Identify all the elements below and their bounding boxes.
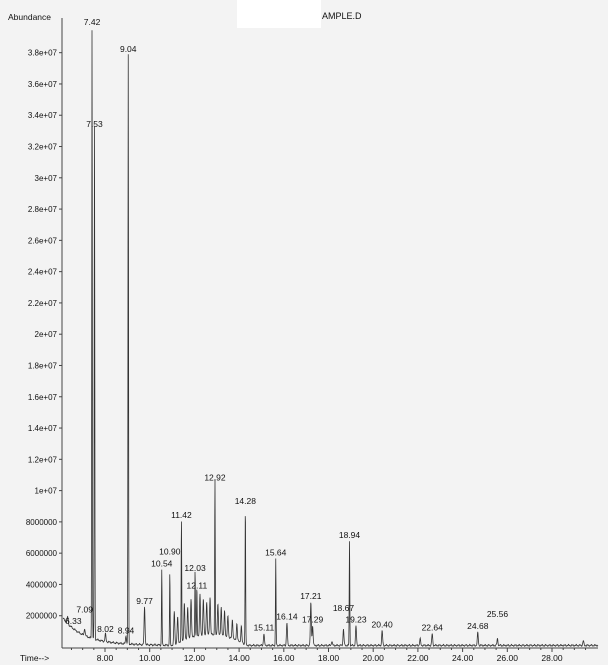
axes: Abundance Time-->: [8, 12, 598, 663]
peak-label: 22.64: [422, 622, 444, 632]
x-tick-label: 16.00: [273, 653, 295, 663]
peak-label: 19.23: [345, 615, 367, 625]
peak-label: 12.03: [184, 563, 206, 573]
peak-label: 20.40: [371, 619, 393, 629]
peak-label: 8.94: [118, 626, 135, 636]
chart-title: AMPLE.D: [322, 11, 362, 21]
y-tick-label: 2.8e+07: [28, 205, 58, 214]
x-tick-label: 28.00: [541, 653, 563, 663]
peak-label: 11.42: [171, 510, 192, 520]
peak-label: 25.56: [487, 609, 509, 619]
y-tick-label: 2000000: [26, 612, 58, 621]
peak-label: 6.33: [65, 616, 82, 626]
peak-label: 8.02: [97, 624, 114, 634]
y-tick-label: 1.4e+07: [28, 424, 58, 433]
peak-label: 7.53: [86, 119, 103, 129]
peak-label: 7.09: [76, 604, 93, 614]
y-tick-label: 4000000: [26, 580, 58, 589]
y-axis-label: Abundance: [8, 12, 51, 22]
y-tick-label: 8000000: [26, 518, 58, 527]
title-mask: [237, 0, 321, 28]
peak-label: 24.68: [467, 621, 489, 631]
chromatogram-trace: [62, 30, 599, 648]
x-tick-label: 20.00: [363, 653, 385, 663]
y-tick-label: 3e+07: [35, 174, 58, 183]
peak-label: 17.29: [302, 615, 324, 625]
peak-label: 9.77: [136, 596, 153, 606]
peak-label: 18.94: [339, 530, 361, 540]
y-tick-label: 2e+07: [35, 330, 58, 339]
peak-label: 14.28: [235, 496, 257, 506]
peak-label: 18.67: [333, 603, 355, 613]
x-axis-label: Time-->: [20, 653, 49, 663]
y-tick-label: 1.8e+07: [28, 361, 58, 370]
y-tick-label: 3.6e+07: [28, 80, 58, 89]
y-tick-label: 1.2e+07: [28, 455, 58, 464]
peak-label: 10.90: [159, 546, 181, 556]
y-tick-label: 1.6e+07: [28, 393, 58, 402]
peak-label: 9.04: [120, 44, 137, 54]
x-tick-label: 12.00: [184, 653, 206, 663]
peak-label: 16.14: [276, 612, 298, 622]
x-tick-label: 24.00: [452, 653, 474, 663]
y-tick-label: 1e+07: [35, 487, 58, 496]
x-tick-label: 18.00: [318, 653, 340, 663]
x-tick-label: 14.00: [228, 653, 250, 663]
x-tick-label: 10.00: [139, 653, 161, 663]
y-tick-label: 3.2e+07: [28, 143, 58, 152]
y-tick-label: 2.2e+07: [28, 299, 58, 308]
x-tick-label: 26.00: [497, 653, 519, 663]
peak-label: 7.42: [84, 17, 101, 27]
y-tick-label: 2.4e+07: [28, 268, 58, 277]
peak-label: 17.21: [300, 591, 322, 601]
y-tick-label: 3.8e+07: [28, 49, 58, 58]
x-tick-label: 8.00: [97, 653, 114, 663]
peak-label: 12.11: [187, 580, 208, 590]
y-tick-label: 2.6e+07: [28, 236, 58, 245]
peak-label: 12.92: [204, 472, 226, 482]
peak-label: 10.54: [151, 558, 173, 568]
y-tick-label: 6000000: [26, 549, 58, 558]
y-tick-label: 3.4e+07: [28, 111, 58, 120]
peak-label: 15.64: [265, 547, 287, 557]
x-tick-label: 22.00: [407, 653, 429, 663]
peak-label: 15.11: [254, 622, 275, 632]
